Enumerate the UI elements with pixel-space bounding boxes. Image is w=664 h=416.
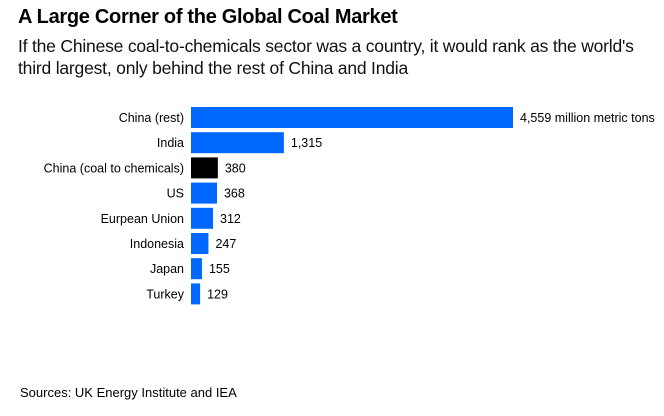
category-label: Japan xyxy=(150,262,184,276)
chart-title: A Large Corner of the Global Coal Market xyxy=(18,6,398,28)
value-label: 129 xyxy=(207,287,228,301)
category-label: Indonesia xyxy=(130,237,184,251)
value-label: 368 xyxy=(224,187,245,201)
source-note: Sources: UK Energy Institute and IEA xyxy=(20,385,237,400)
bar xyxy=(191,157,218,179)
bar xyxy=(191,258,202,280)
value-label: 247 xyxy=(215,237,236,251)
bar xyxy=(191,233,209,254)
category-label: China (rest) xyxy=(119,111,184,125)
bar xyxy=(191,132,284,154)
chart-subtitle: If the Chinese coal-to-chemicals sector … xyxy=(18,36,634,78)
bar-row: Japan 155 xyxy=(150,258,230,280)
bar-row: US 368 xyxy=(167,182,245,204)
category-label: Turkey xyxy=(146,287,184,301)
bar-row: China (rest) 4,559 million metric tons xyxy=(119,107,655,128)
category-label: China (coal to chemicals) xyxy=(44,161,184,175)
category-label: Eurpean Union xyxy=(101,212,184,226)
value-label: 4,559 million metric tons xyxy=(520,111,655,125)
value-label: 380 xyxy=(225,161,246,175)
bar-row: Eurpean Union 312 xyxy=(101,207,241,229)
value-label: 155 xyxy=(209,262,230,276)
category-label: India xyxy=(157,136,184,150)
value-label: 312 xyxy=(220,212,241,226)
bar xyxy=(191,182,217,204)
bar-row: China (coal to chemicals) 380 xyxy=(44,157,246,179)
bar xyxy=(191,207,214,229)
bar xyxy=(191,283,201,305)
value-label: 1,315 xyxy=(291,136,322,150)
bar xyxy=(191,107,513,128)
bar-row: India 1,315 xyxy=(157,132,322,154)
category-label: US xyxy=(167,187,184,201)
bar-row: Turkey 129 xyxy=(146,283,228,305)
bar-row: Indonesia 247 xyxy=(130,233,236,254)
